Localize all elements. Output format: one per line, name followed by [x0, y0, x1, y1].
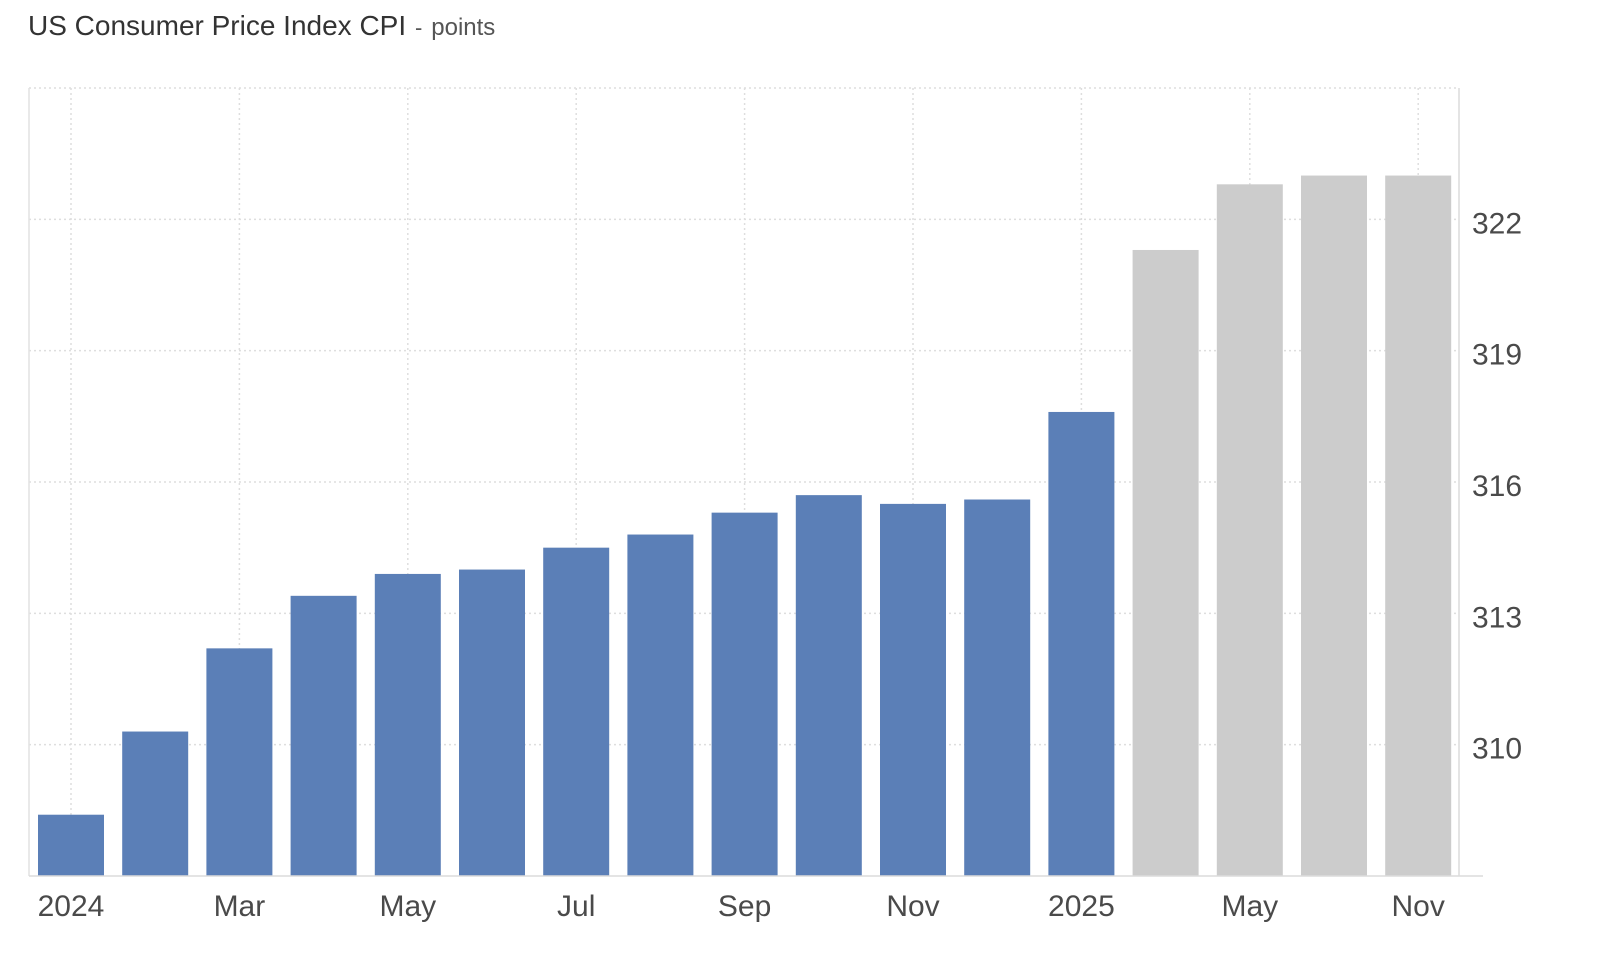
- y-tick-label: 310: [1472, 733, 1522, 766]
- bar-actual[interactable]: [711, 512, 778, 876]
- x-tick-label: May: [379, 890, 436, 923]
- y-tick-label: 313: [1472, 601, 1522, 634]
- x-tick-label: 2025: [1048, 890, 1115, 923]
- x-tick-label: 2024: [38, 890, 105, 923]
- axes: [28, 88, 1483, 877]
- bar-forecast[interactable]: [1301, 175, 1367, 877]
- bar-forecast[interactable]: [1385, 175, 1452, 877]
- bar-forecast[interactable]: [1216, 184, 1283, 877]
- bar-actual[interactable]: [1048, 411, 1115, 876]
- bar-actual[interactable]: [964, 499, 1031, 876]
- x-axis-ticks: 2024 Mar May Jul Sep Nov 2025 May Nov: [38, 890, 1445, 923]
- y-tick-label: 319: [1472, 339, 1522, 372]
- x-tick-label: May: [1221, 890, 1278, 923]
- bar-actual[interactable]: [543, 547, 610, 876]
- x-tick-label: Sep: [718, 890, 771, 923]
- x-tick-label: Jul: [557, 890, 595, 923]
- chart-title-text: US Consumer Price Index CPI: [28, 10, 407, 41]
- chart-unit-label: points: [431, 14, 496, 41]
- bar-forecast[interactable]: [1132, 249, 1199, 876]
- chart-title-separator: -: [415, 15, 423, 40]
- bar-actual[interactable]: [122, 731, 189, 876]
- bar-actual[interactable]: [627, 534, 694, 876]
- bar-actual[interactable]: [206, 648, 273, 876]
- bar-actual[interactable]: [795, 495, 862, 876]
- bar-actual[interactable]: [374, 573, 441, 876]
- y-axis-ticks: 310 313 316 319 322: [1472, 207, 1522, 765]
- chart-title: US Consumer Price Index CPI - points: [28, 6, 495, 43]
- bar-actual[interactable]: [38, 814, 104, 876]
- x-tick-label: Nov: [886, 890, 939, 923]
- x-tick-label: Nov: [1392, 890, 1445, 923]
- bar-actual[interactable]: [459, 569, 525, 876]
- bars: [38, 175, 1452, 877]
- x-tick-label: Mar: [214, 890, 266, 923]
- y-tick-label: 322: [1472, 207, 1522, 240]
- bar-actual[interactable]: [290, 595, 357, 876]
- bar-actual[interactable]: [880, 503, 946, 876]
- y-tick-label: 316: [1472, 470, 1522, 503]
